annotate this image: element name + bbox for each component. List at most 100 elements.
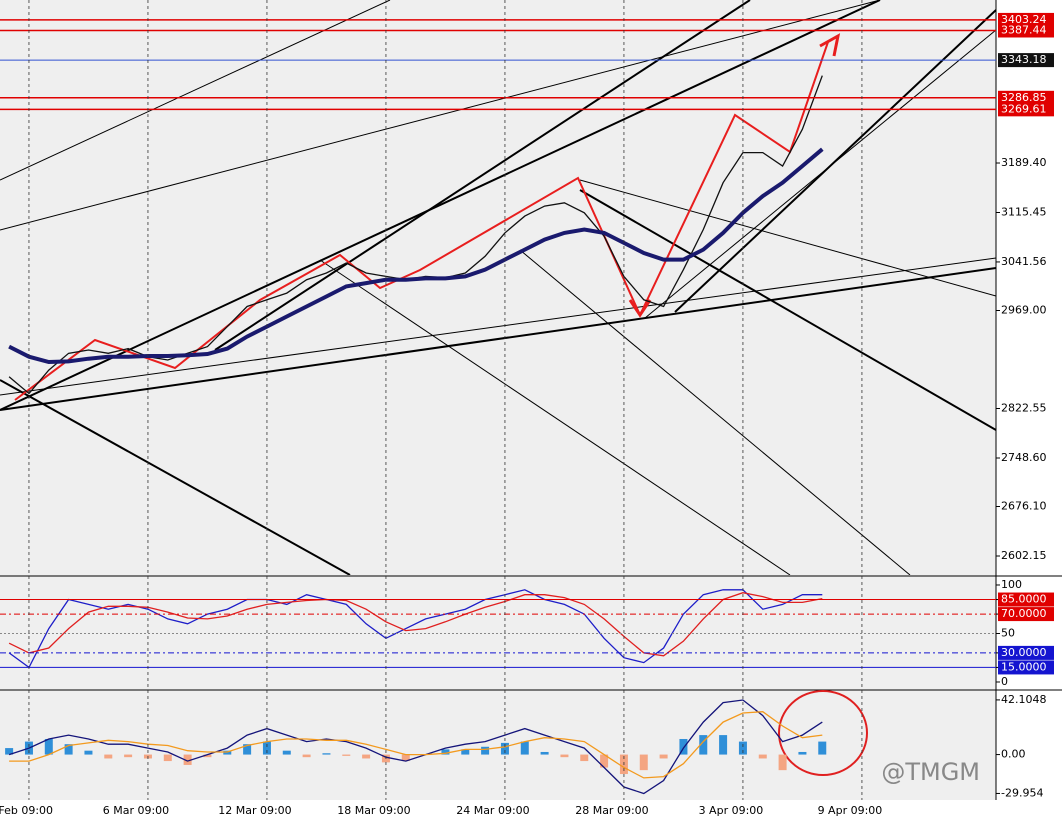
- histogram-bar: [738, 741, 747, 755]
- level-label-box: [998, 607, 1054, 622]
- histogram-bar: [64, 744, 73, 755]
- trend-line: [0, 0, 391, 181]
- price-label: 3403.24: [1001, 13, 1047, 26]
- histogram-bar: [818, 741, 827, 755]
- y-tick-label: 3115.45: [1001, 206, 1047, 219]
- histogram-bar: [600, 754, 609, 768]
- y-tick-label: -29.954: [1001, 786, 1043, 799]
- x-tick-label: 28 Mar 09:00: [575, 804, 648, 817]
- x-tick-label: 9 Apr 09:00: [818, 804, 883, 817]
- y-tick-label: 3041.56: [1001, 255, 1047, 268]
- histogram-bar: [500, 742, 509, 755]
- histogram-bar: [520, 741, 529, 755]
- trend-line: [0, 0, 881, 231]
- y-tick-label: 0.00: [1001, 748, 1026, 761]
- histogram-bar: [183, 754, 192, 765]
- trend-line: [579, 189, 996, 431]
- price-label: 3286.85: [1001, 91, 1047, 104]
- histogram-bar: [322, 753, 331, 755]
- annotations: [0, 0, 996, 575]
- histogram-bar: [441, 749, 450, 755]
- histogram-bar: [262, 741, 271, 755]
- x-tick-label: 18 Mar 09:00: [337, 804, 410, 817]
- histogram-bar: [243, 744, 252, 755]
- x-tick-label: 3 Apr 09:00: [699, 804, 764, 817]
- histogram-bar: [560, 754, 569, 758]
- histogram-bar: [719, 735, 728, 755]
- histogram-bar: [282, 750, 291, 755]
- histogram-bar: [699, 735, 708, 755]
- price-label-box: [998, 90, 1054, 105]
- trend-line: [0, 0, 881, 411]
- y-tick-label: 100: [1001, 578, 1022, 591]
- x-tick-label: 24 Mar 09:00: [456, 804, 529, 817]
- watermark: @TMGM: [881, 758, 980, 786]
- price-label-box: [998, 23, 1054, 38]
- y-tick-label: 85.0000: [1001, 593, 1047, 606]
- histogram-bar: [401, 754, 410, 762]
- price-label-box: [998, 12, 1054, 27]
- price-label: 3343.18: [1001, 53, 1047, 66]
- panel: [8, 75, 824, 395]
- series-line: [8, 75, 823, 395]
- x-tick-label: 6 Mar 09:00: [103, 804, 169, 817]
- trend-line: [319, 259, 791, 575]
- y-tick-label: 2676.10: [1001, 500, 1047, 513]
- price-label-box: [998, 53, 1054, 68]
- trend-line: [579, 179, 996, 297]
- histogram-bar: [481, 746, 490, 755]
- histogram-bar: [104, 754, 113, 759]
- y-tick-label: 70.0000: [1001, 607, 1047, 620]
- series-line: [8, 699, 823, 795]
- panel: [5, 699, 827, 795]
- histogram-bar: [5, 748, 14, 755]
- trend-line: [0, 267, 996, 411]
- y-tick-label: 2969.00: [1001, 304, 1047, 317]
- price-scale-bg: [996, 0, 1062, 821]
- trend-line: [519, 249, 911, 575]
- histogram-bar: [163, 754, 172, 762]
- x-tick-label: 28 Feb 09:00: [0, 804, 53, 817]
- y-tick-label: 15.0000: [1001, 660, 1047, 673]
- histogram-bar: [461, 749, 470, 755]
- level-label-box: [998, 645, 1054, 660]
- histogram-bar: [124, 754, 133, 758]
- trend-line: [644, 29, 996, 319]
- price-label: 3387.44: [1001, 23, 1047, 36]
- histogram-bar: [84, 750, 93, 755]
- histogram-bar: [580, 754, 589, 762]
- y-tick-label: 50: [1001, 626, 1015, 639]
- trend-line: [214, 0, 751, 351]
- y-tick-label: 2748.60: [1001, 451, 1047, 464]
- y-tick-label: 2822.55: [1001, 402, 1047, 415]
- histogram-bar: [639, 754, 648, 771]
- histogram-bar: [342, 754, 351, 756]
- histogram-bar: [798, 751, 807, 755]
- y-tick-label: 0: [1001, 675, 1008, 688]
- time-scale-bg: [0, 800, 1062, 821]
- histogram-bar: [302, 754, 311, 758]
- panel: [8, 589, 823, 669]
- histogram-bar: [362, 754, 371, 759]
- arrow-head: [628, 299, 652, 318]
- series-line: [8, 592, 823, 657]
- price-label: 3269.61: [1001, 102, 1047, 115]
- series-line: [8, 147, 824, 365]
- y-tick-label: 2602.15: [1001, 549, 1047, 562]
- histogram-bar: [203, 754, 212, 758]
- histogram-bar: [540, 751, 549, 755]
- series-line: [9, 711, 823, 779]
- y-tick-label: 3189.40: [1001, 156, 1047, 169]
- series-line: [8, 589, 823, 669]
- level-label-box: [998, 660, 1054, 675]
- level-label-box: [998, 592, 1054, 607]
- histogram-bar: [44, 738, 53, 755]
- x-tick-label: 12 Mar 09:00: [218, 804, 291, 817]
- highlight-circle: [778, 690, 868, 776]
- arrow-head: [819, 33, 841, 57]
- y-tick-label: 42.1048: [1001, 693, 1047, 706]
- histogram-bar: [679, 738, 688, 755]
- histogram-bar: [778, 754, 787, 771]
- price-label-box: [998, 102, 1054, 117]
